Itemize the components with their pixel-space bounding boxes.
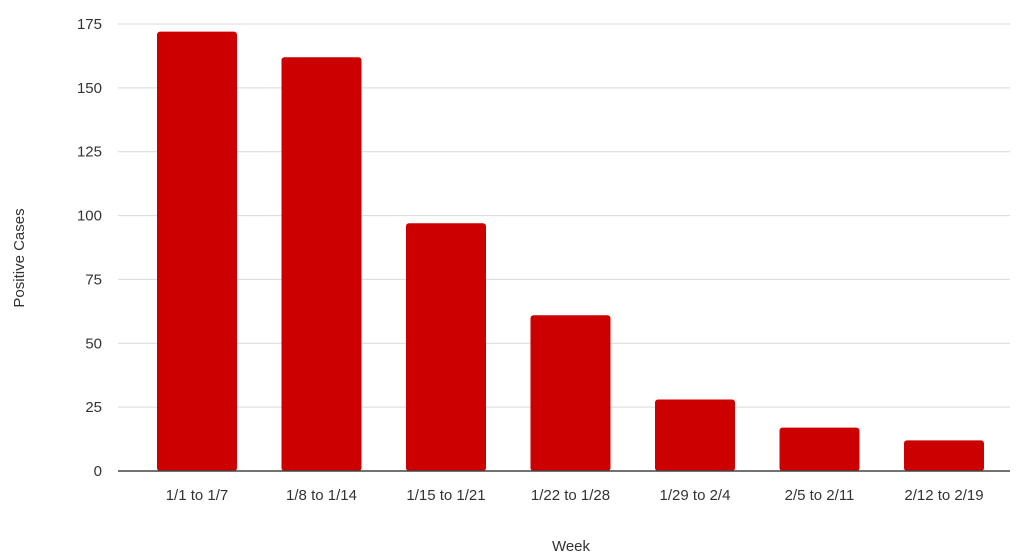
bar — [779, 427, 860, 471]
x-tick-label: 1/22 to 1/28 — [531, 487, 610, 504]
y-tick-label: 50 — [85, 335, 102, 352]
x-tick-label: 1/29 to 2/4 — [660, 487, 731, 504]
x-tick-label: 2/12 to 2/19 — [904, 487, 983, 504]
x-axis-ticks: 1/1 to 1/7 1/8 to 1/14 1/15 to 1/21 1/22 to… — [166, 487, 984, 504]
y-tick-label: 0 — [94, 463, 102, 480]
x-axis-title: Week — [552, 538, 591, 555]
y-axis-ticks: 0 25 50 75 100 125 150 175 — [77, 16, 102, 480]
y-tick-label: 175 — [77, 16, 102, 33]
bar — [655, 399, 735, 471]
x-tick-label: 1/15 to 1/21 — [406, 487, 485, 504]
x-tick-label: 2/5 to 2/11 — [785, 487, 855, 504]
x-tick-label: 1/8 to 1/14 — [286, 487, 357, 504]
bar — [904, 440, 984, 471]
x-tick-label: 1/1 to 1/7 — [166, 487, 229, 504]
y-tick-label: 75 — [85, 271, 102, 288]
y-tick-label: 100 — [77, 208, 102, 225]
gridlines — [118, 23, 1010, 408]
y-tick-label: 150 — [77, 80, 102, 97]
bars — [157, 31, 984, 472]
bar — [406, 223, 486, 471]
y-tick-label: 125 — [77, 144, 102, 161]
bar — [157, 31, 237, 472]
bar — [281, 57, 362, 471]
y-axis-title: Positive Cases — [11, 208, 28, 307]
bar — [530, 315, 611, 471]
y-tick-label: 25 — [85, 399, 102, 416]
